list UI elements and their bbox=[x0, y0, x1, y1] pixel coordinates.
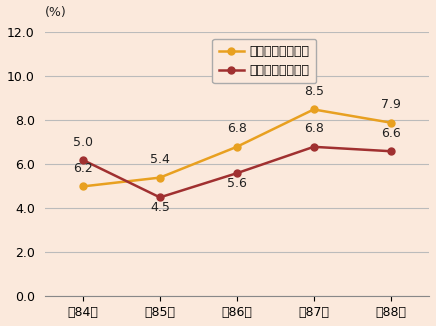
Text: 6.8: 6.8 bbox=[227, 122, 247, 135]
売上高営業利益率 bbox=[157, 176, 163, 180]
売上高営業利益率 bbox=[234, 145, 239, 149]
総資産経常利益率 bbox=[388, 149, 393, 153]
Line: 売上高営業利益率: 売上高営業利益率 bbox=[79, 106, 394, 190]
Line: 総資産経常利益率: 総資産経常利益率 bbox=[79, 143, 394, 201]
売上高営業利益率 bbox=[311, 108, 316, 111]
Text: 5.6: 5.6 bbox=[227, 177, 247, 190]
売上高営業利益率 bbox=[80, 185, 85, 188]
Text: 5.0: 5.0 bbox=[73, 136, 93, 149]
Text: 6.6: 6.6 bbox=[381, 127, 401, 140]
売上高営業利益率 bbox=[388, 121, 393, 125]
Text: 7.9: 7.9 bbox=[381, 98, 401, 111]
Text: 4.5: 4.5 bbox=[150, 201, 170, 214]
Text: 8.5: 8.5 bbox=[304, 85, 324, 98]
総資産経常利益率 bbox=[157, 196, 163, 200]
Text: 5.4: 5.4 bbox=[150, 153, 170, 166]
Text: 6.8: 6.8 bbox=[304, 122, 324, 135]
Legend: 売上高営業利益率, 総資産経常利益率: 売上高営業利益率, 総資産経常利益率 bbox=[212, 39, 316, 83]
総資産経常利益率 bbox=[80, 158, 85, 162]
総資産経常利益率 bbox=[234, 171, 239, 175]
Text: 6.2: 6.2 bbox=[73, 162, 93, 175]
Text: (%): (%) bbox=[44, 6, 66, 19]
総資産経常利益率 bbox=[311, 145, 316, 149]
